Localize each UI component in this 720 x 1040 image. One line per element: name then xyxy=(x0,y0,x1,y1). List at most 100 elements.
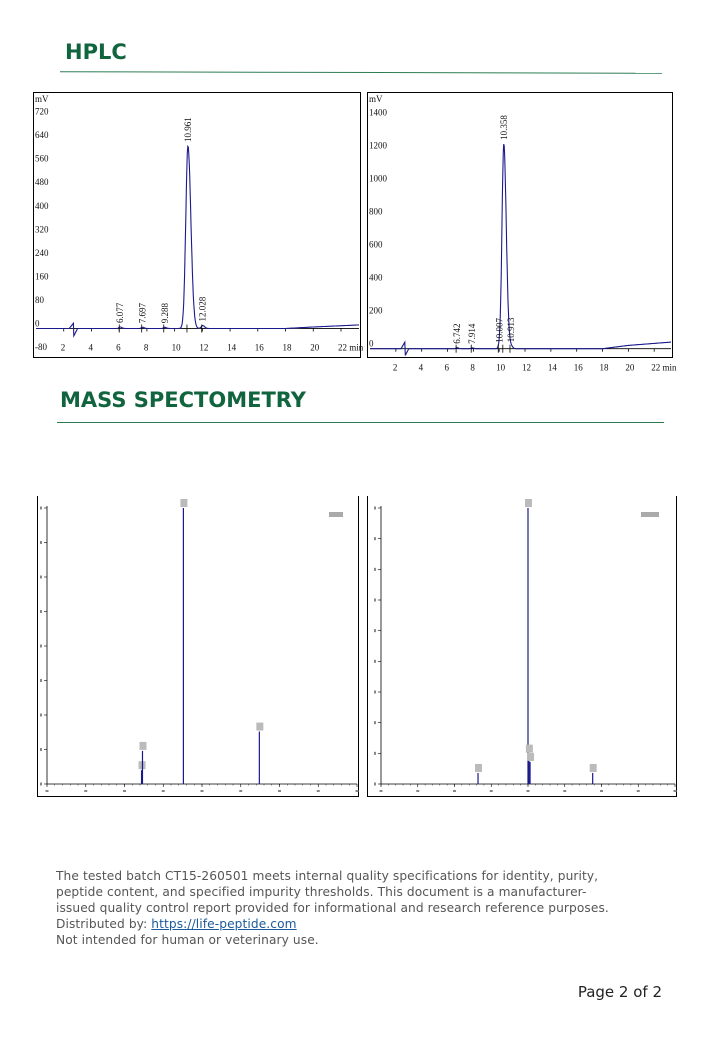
y-tick-label: -80 xyxy=(35,342,47,352)
hplc-title-rule xyxy=(59,71,663,74)
y-tick-label: 160 xyxy=(35,271,49,281)
x-tick-glyph xyxy=(123,790,126,792)
y-tick-glyph xyxy=(40,506,42,510)
y-tick-glyph xyxy=(374,567,376,571)
y-tick-glyph xyxy=(374,751,376,755)
x-tick-glyph xyxy=(416,790,420,792)
statement-line-3: issued quality control report provided f… xyxy=(56,901,609,915)
mass-spectrum-1 xyxy=(37,496,359,797)
y-tick-glyph xyxy=(374,721,376,725)
y-tick-glyph xyxy=(374,629,376,633)
x-tick-label: 4 xyxy=(88,342,93,352)
x-tick-label: 22 min xyxy=(651,363,677,373)
peak-retention-label: 6.742 xyxy=(452,323,462,343)
y-tick-glyph xyxy=(374,506,376,510)
y-tick-label: 240 xyxy=(35,248,49,258)
statement-line-1: The tested batch CT15-260501 meets inter… xyxy=(56,869,599,883)
page-number: Page 2 of 2 xyxy=(577,983,662,1001)
distributed-line: Distributed by: https://life-peptide.com xyxy=(56,916,676,932)
y-tick-label: 400 xyxy=(369,273,383,283)
hplc-section-title: HPLC xyxy=(65,40,127,64)
peak-mass-glyph xyxy=(180,499,188,507)
peak-retention-label: 7.914 xyxy=(467,323,477,344)
mass-spectrum-2 xyxy=(367,496,677,797)
y-axis-unit-label: mV xyxy=(35,94,49,104)
chromatogram-trace xyxy=(36,144,359,338)
x-tick-label: 6 xyxy=(445,363,450,373)
x-tick-label: 8 xyxy=(144,342,149,352)
x-tick-label: 14 xyxy=(548,363,558,373)
peak-retention-label: 9.288 xyxy=(160,303,170,324)
y-tick-label: 600 xyxy=(369,240,383,250)
y-tick-glyph xyxy=(40,610,42,613)
x-tick-label: 10 xyxy=(172,342,182,352)
peak-retention-label: 12.028 xyxy=(198,296,208,321)
peak-mass-glyph xyxy=(139,741,147,750)
y-tick-label: 320 xyxy=(35,224,49,234)
peak-mass-glyph xyxy=(256,722,264,731)
ms-section-title: MASS SPECTOMETRY xyxy=(60,388,307,412)
peak-mass-glyph xyxy=(527,752,535,761)
x-tick-glyph xyxy=(600,790,603,792)
x-tick-label: 6 xyxy=(116,342,121,352)
peak-mass-glyph xyxy=(475,763,483,772)
intensity-legend-glyph xyxy=(329,512,343,517)
x-tick-label: 2 xyxy=(393,363,398,373)
peak-retention-label: 10.358 xyxy=(499,115,509,140)
x-tick-glyph xyxy=(453,790,456,792)
quality-statement: The tested batch CT15-260501 meets inter… xyxy=(56,868,676,948)
peak-retention-label: 7.697 xyxy=(138,303,148,324)
ms-title-rule xyxy=(57,422,664,423)
y-tick-label: 640 xyxy=(35,130,49,140)
x-tick-label: 10 xyxy=(496,363,506,373)
x-tick-glyph xyxy=(526,790,530,792)
chromatogram-trace xyxy=(370,143,671,356)
y-tick-glyph xyxy=(40,748,42,751)
x-tick-label: 22 min xyxy=(338,342,364,352)
x-tick-glyph xyxy=(45,790,49,792)
x-tick-label: 4 xyxy=(419,363,424,373)
x-tick-label: 8 xyxy=(470,363,475,373)
peak-retention-label: 6.077 xyxy=(115,302,125,323)
y-tick-glyph xyxy=(374,782,376,786)
intensity-legend-glyph xyxy=(641,512,659,517)
y-tick-glyph xyxy=(40,782,42,786)
distributed-label: Distributed by: xyxy=(56,917,152,931)
usage-disclaimer: Not intended for human or veterinary use… xyxy=(56,933,319,947)
y-tick-label: 800 xyxy=(369,207,383,217)
y-tick-label: 0 xyxy=(369,339,374,349)
x-tick-label: 12 xyxy=(522,363,531,373)
x-tick-glyph xyxy=(379,790,383,792)
x-tick-glyph xyxy=(278,790,281,792)
y-tick-glyph xyxy=(40,541,42,544)
peak-mass-glyph xyxy=(525,744,533,753)
x-tick-glyph xyxy=(161,790,165,792)
y-tick-glyph xyxy=(40,679,42,682)
peak-retention-label: 10.913 xyxy=(506,317,516,342)
hplc-chromatogram-1: mV -80 0 80 160 240 320 400 480 560 640 720 2 4 6 8 10 12… xyxy=(33,92,364,358)
x-tick-label: 2 xyxy=(61,342,66,352)
y-tick-label: 480 xyxy=(35,177,49,187)
y-tick-label: 1000 xyxy=(369,174,388,184)
y-tick-label: 80 xyxy=(35,295,45,305)
x-tick-glyph xyxy=(200,790,204,792)
y-tick-glyph xyxy=(40,575,42,579)
x-tick-label: 18 xyxy=(283,342,293,352)
x-tick-glyph xyxy=(563,790,567,792)
y-tick-label: 1400 xyxy=(369,107,388,117)
hplc-chromatogram-2: mV 0 200 400 600 800 1000 1200 1400 2 4 6 8 10 12 14 16 1… xyxy=(367,92,677,373)
x-tick-glyph xyxy=(636,790,640,792)
distributor-link[interactable]: https://life-peptide.com xyxy=(151,917,297,931)
y-tick-glyph xyxy=(374,537,376,541)
y-tick-label: 400 xyxy=(35,201,49,211)
x-tick-glyph xyxy=(239,790,243,792)
y-axis-unit-label: mV xyxy=(369,94,383,104)
x-tick-glyph xyxy=(673,790,677,792)
x-tick-glyph xyxy=(316,790,320,792)
y-tick-glyph xyxy=(40,644,42,648)
y-tick-glyph xyxy=(374,598,376,602)
x-tick-label: 20 xyxy=(625,363,635,373)
y-tick-glyph xyxy=(40,713,42,717)
x-tick-label: 16 xyxy=(255,342,265,352)
peak-mass-glyph xyxy=(525,499,532,507)
